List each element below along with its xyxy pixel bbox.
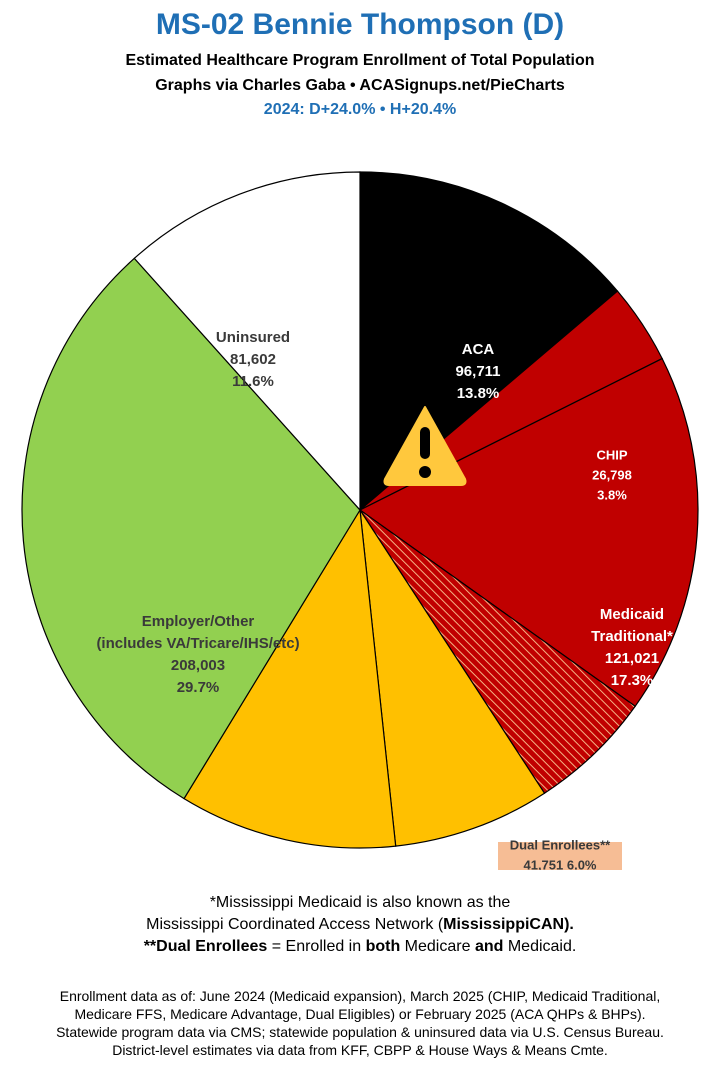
pie-slice-employer-other-includes-va-tricare-ihs-etc [21,257,361,800]
pie-slice-uninsured [133,171,361,512]
slice-label-uninsured-2: 11.6% [232,373,274,390]
footnote-dual-and: and [474,938,504,955]
footnote-dual-enrollees: **Dual Enrollees = Enrolled in both Medi… [0,937,720,957]
slice-label-medicare-advantage-0: Medicare [267,868,332,870]
slice-label-chip-1: 26,798 [592,467,632,482]
chart-credit: Graphs via Charles Gaba • ACASignups.net… [155,77,565,94]
footnote-medicaid-line1: *Mississippi Medicaid is also known as t… [209,894,511,911]
slice-label-chip-0: CHIP [596,447,627,462]
footnote-dual-text2: Medicare [400,938,475,955]
pie-slice-dual-enrollees [359,509,637,795]
pie-slice-medicare-advantage [183,508,397,849]
footnote-medicaid-line2-text: Mississippi Coordinated Access Network ( [146,916,444,933]
slice-label-uninsured-0: Uninsured [216,329,290,346]
slice-label-employer-other-includes-va-tricare-ihs-etc-0: Employer/Other [142,613,255,630]
source-line-2: Medicare FFS, Medicare Advantage, Dual E… [74,1006,646,1022]
chart-title: MS-02 Bennie Thompson (D) [155,8,565,41]
warning-triangle-icon [383,406,467,486]
slice-label-medicaid-traditional-1: Traditional* [591,628,673,645]
slice-label-dual-enrollees-1: 41,751 6.0% [523,857,596,870]
slice-label-medicaid-traditional-3: 17.3% [611,672,654,689]
source-line-1: Enrollment data as of: June 2024 (Medica… [59,988,661,1004]
slice-label-employer-other-includes-va-tricare-ihs-etc-2: 208,003 [171,657,225,674]
footnote-dual-text3: Medicaid. [503,938,577,955]
pie-slice-medicaid-traditional [358,357,699,708]
footnote-dual-both: both [365,938,401,955]
footnote-dual-term: **Dual Enrollees [143,938,268,955]
footnote-dual-text1: = Enrolled in [267,938,366,955]
pie-chart: ACA 96,711 13.8% CHIP 26,798 3.8% Medicaid Trad… [21,171,699,870]
slice-label-medicaid-traditional-2: 121,021 [605,650,659,667]
slice-label-medicaid-traditional-0: Medicaid [600,606,664,623]
source-line-3: Statewide program data via CMS; statewid… [56,1024,664,1040]
pie-slice-medicare-ffs [359,509,546,847]
partisan-lean: 2024: D+24.0% • H+20.4% [263,101,457,118]
footnote-medicaid-line2: Mississippi Coordinated Access Network (… [0,915,720,935]
chart-subtitle: Estimated Healthcare Program Enrollment … [125,52,595,69]
slice-label-employer-other-includes-va-tricare-ihs-etc-3: 29.7% [177,679,220,696]
slice-label-aca-0: ACA [462,341,495,358]
slice-label-employer-other-includes-va-tricare-ihs-etc-1: (includes VA/Tricare/IHS/etc) [96,635,299,652]
slice-label-aca-1: 96,711 [455,363,500,380]
slice-label-chip-2: 3.8% [597,487,627,502]
slice-label-uninsured-1: 81,602 [230,351,276,368]
source-line-4: District-level estimates via data from K… [112,1042,608,1058]
dual-enrollees-label-box [498,842,622,870]
footnote-mississippican: MississippiCAN). [443,916,574,933]
slice-label-aca-2: 13.8% [457,385,500,402]
slice-label-dual-enrollees-0: Dual Enrollees** [510,837,611,852]
